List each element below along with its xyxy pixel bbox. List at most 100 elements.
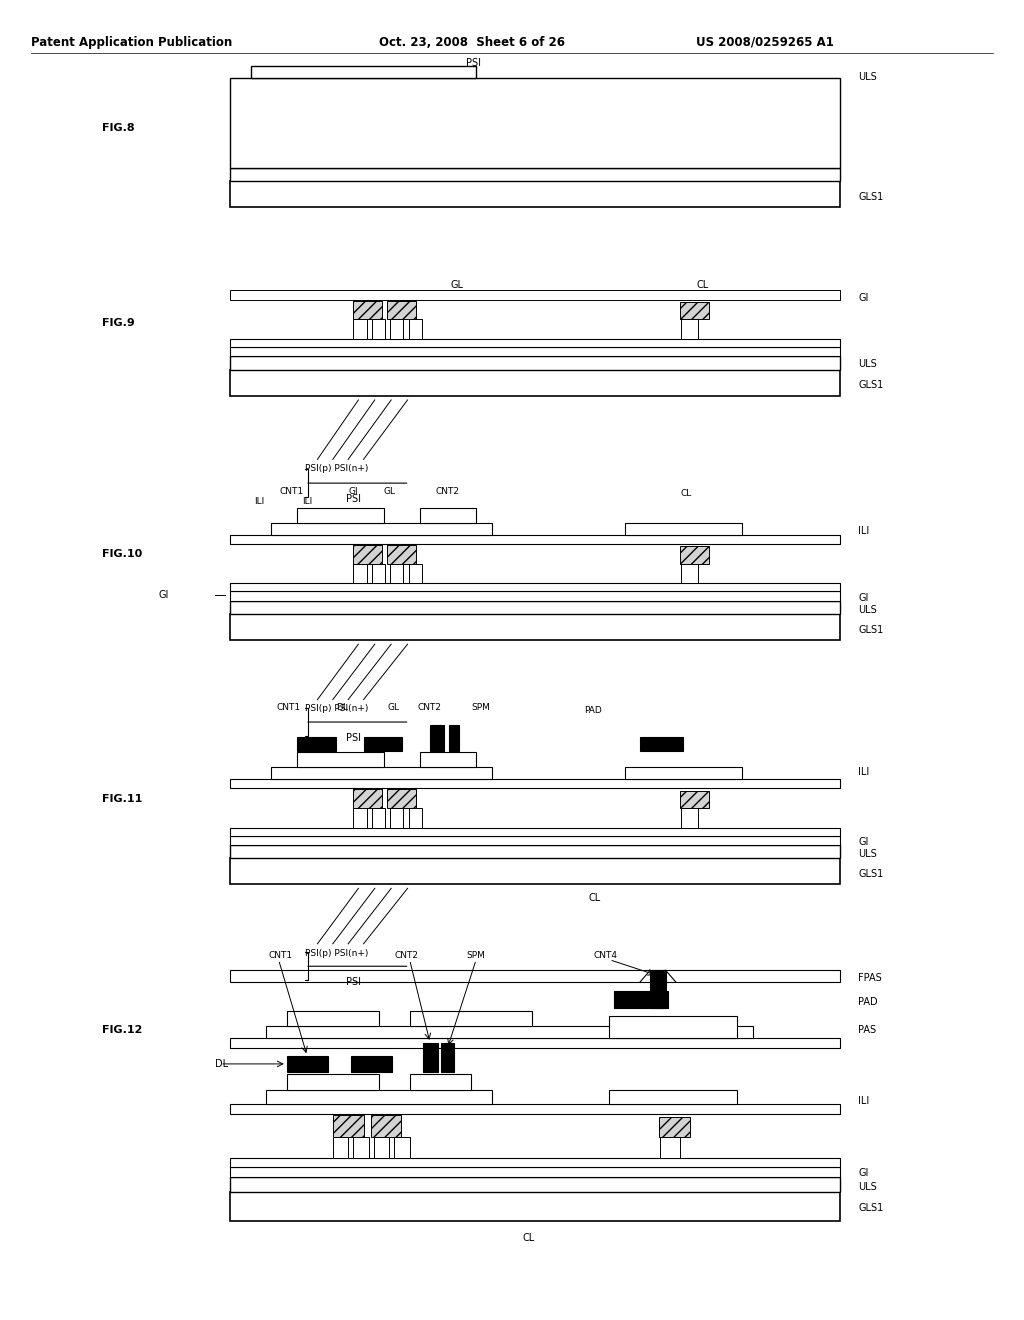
Bar: [333, 1137, 348, 1158]
Text: FIG.9: FIG.9: [102, 318, 135, 329]
Bar: [390, 808, 403, 828]
Bar: [353, 808, 367, 828]
Bar: [372, 808, 385, 828]
Text: GLS1: GLS1: [858, 1203, 884, 1213]
Text: PSI: PSI: [466, 58, 481, 69]
Bar: [390, 319, 403, 339]
Text: GI: GI: [858, 837, 868, 847]
Bar: [390, 564, 403, 583]
Text: FPAS: FPAS: [858, 973, 882, 983]
Bar: [372, 319, 385, 339]
Bar: [680, 546, 709, 564]
Bar: [409, 319, 422, 339]
Bar: [230, 1038, 840, 1048]
Text: CNT2: CNT2: [418, 704, 441, 711]
Bar: [271, 523, 492, 535]
Text: GL: GL: [384, 487, 396, 495]
Text: GLS1: GLS1: [858, 191, 884, 202]
Text: US 2008/0259265 A1: US 2008/0259265 A1: [696, 36, 835, 49]
Bar: [660, 1137, 680, 1158]
Text: CNT1: CNT1: [268, 952, 293, 960]
Bar: [333, 1115, 364, 1137]
Text: CL: CL: [696, 280, 709, 290]
Bar: [409, 808, 422, 828]
Bar: [680, 302, 709, 319]
Text: ILI: ILI: [858, 767, 869, 777]
Bar: [351, 1056, 392, 1072]
Bar: [387, 301, 416, 319]
Bar: [297, 508, 384, 523]
Bar: [230, 601, 840, 614]
Bar: [423, 1043, 438, 1072]
Bar: [230, 370, 840, 396]
Bar: [297, 737, 336, 751]
Bar: [230, 347, 840, 356]
Text: FIG.8: FIG.8: [102, 123, 135, 133]
Bar: [230, 779, 840, 788]
Bar: [387, 545, 416, 564]
Text: PSI: PSI: [346, 733, 360, 743]
Bar: [271, 767, 492, 779]
Bar: [681, 808, 698, 828]
Bar: [609, 1016, 737, 1038]
Bar: [614, 991, 668, 1008]
Text: ILI: ILI: [858, 1096, 869, 1106]
Text: CL: CL: [681, 490, 692, 498]
Text: DL: DL: [215, 1059, 228, 1069]
Text: GI: GI: [348, 487, 357, 495]
Bar: [409, 564, 422, 583]
Text: GI: GI: [858, 593, 868, 603]
Bar: [230, 858, 840, 884]
Bar: [266, 1090, 492, 1104]
Bar: [230, 828, 840, 836]
Bar: [230, 290, 840, 300]
Bar: [230, 168, 840, 181]
Text: GLS1: GLS1: [858, 869, 884, 879]
Bar: [353, 564, 367, 583]
Bar: [353, 319, 367, 339]
Text: GL: GL: [451, 280, 464, 290]
Bar: [230, 339, 840, 347]
Bar: [420, 508, 476, 523]
Bar: [420, 752, 476, 767]
Text: GL: GL: [387, 704, 399, 711]
Text: PAS: PAS: [858, 1024, 877, 1035]
Bar: [681, 564, 698, 583]
Text: CL: CL: [589, 892, 601, 903]
Bar: [353, 545, 382, 564]
Text: FIG.10: FIG.10: [102, 549, 142, 560]
Bar: [609, 1090, 737, 1104]
Bar: [681, 319, 698, 339]
Bar: [680, 791, 709, 808]
Text: FIG.12: FIG.12: [102, 1024, 142, 1035]
Text: PSI: PSI: [346, 977, 360, 987]
Text: ULS: ULS: [858, 605, 877, 615]
Text: GI: GI: [858, 1168, 868, 1179]
Text: PAD: PAD: [584, 706, 601, 714]
Text: ULS: ULS: [858, 71, 877, 82]
Bar: [230, 845, 840, 858]
Text: SPM: SPM: [466, 952, 484, 960]
Bar: [230, 836, 840, 845]
Bar: [640, 737, 683, 751]
Text: PSI: PSI: [346, 494, 360, 504]
Text: ULS: ULS: [858, 849, 877, 859]
Bar: [353, 789, 382, 808]
Bar: [449, 725, 459, 751]
Text: GLS1: GLS1: [858, 380, 884, 391]
Text: PSI(p) PSI(n+): PSI(p) PSI(n+): [305, 949, 369, 957]
Bar: [266, 1026, 753, 1038]
Bar: [297, 752, 384, 767]
Bar: [353, 301, 382, 319]
Bar: [364, 737, 402, 751]
Text: SPM: SPM: [471, 704, 489, 711]
Bar: [287, 1074, 379, 1090]
Text: GLS1: GLS1: [858, 624, 884, 635]
Text: ULS: ULS: [858, 359, 877, 370]
Bar: [625, 767, 742, 779]
Bar: [650, 970, 666, 1008]
Bar: [230, 1167, 840, 1177]
Text: FIG.11: FIG.11: [102, 793, 142, 804]
Bar: [230, 614, 840, 640]
Bar: [230, 1104, 840, 1114]
